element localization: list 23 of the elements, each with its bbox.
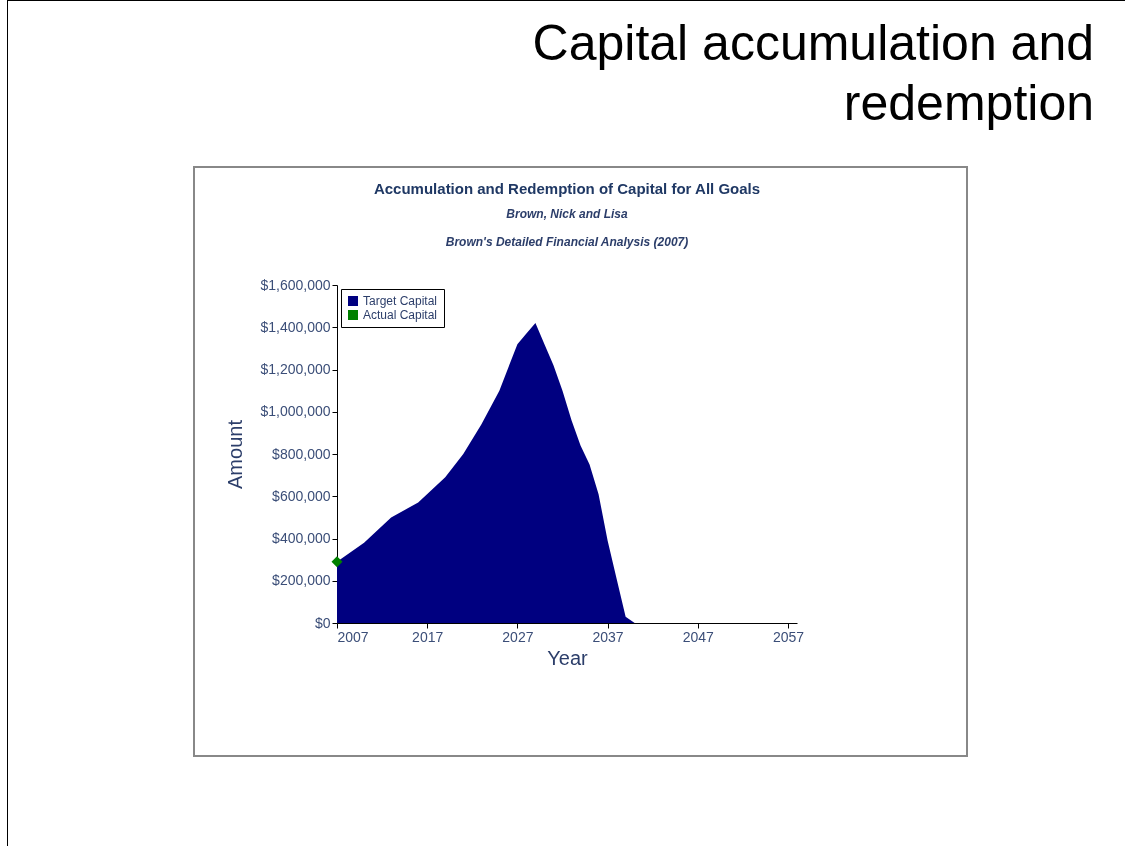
- x-tick-label: 2017: [412, 628, 444, 645]
- x-tick-label: 2027: [502, 628, 534, 645]
- legend-label: Actual Capital: [363, 308, 438, 322]
- x-tick-label: 2047: [682, 628, 715, 645]
- chart-subtitle: Accumulation and Redemption of Capital for All Goals: [373, 180, 761, 197]
- y-axis-title: Amount: [224, 419, 247, 489]
- y-tick-label: $800,000: [272, 445, 331, 462]
- chart-title: Capital accumulation and redemption: [531, 14, 1094, 133]
- y-tick-label: $1,000,000: [260, 403, 331, 420]
- legend-label: Target Capital: [363, 294, 438, 308]
- text: Brown, Nick and Lisa: [506, 207, 629, 221]
- text: Brown's Detailed Financial Analysis (2007): [445, 235, 689, 249]
- y-tick-label: $0: [314, 614, 331, 631]
- y-tick-label: $1,200,000: [260, 361, 331, 377]
- y-tick-label: $600,000: [272, 487, 331, 504]
- x-axis-title: Year: [547, 646, 589, 669]
- y-tick-label: $200,000: [272, 572, 331, 589]
- x-tick-label: 2037: [592, 628, 624, 645]
- y-tick-label: $1,400,000: [260, 318, 331, 335]
- y-tick-label: $1,600,000: [260, 276, 331, 293]
- x-tick-label: 2007: [337, 628, 369, 645]
- y-tick-label: $400,000: [272, 530, 331, 546]
- x-tick-label: 2057: [772, 628, 805, 645]
